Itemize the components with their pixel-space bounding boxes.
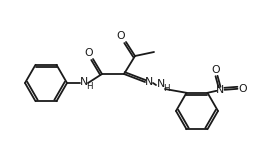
Text: O: O [85,48,93,58]
Text: N: N [145,77,153,87]
Text: O: O [238,84,247,94]
Text: H: H [163,83,169,92]
Text: O: O [117,31,125,41]
Text: N: N [216,85,225,95]
Text: N: N [80,77,88,87]
Text: H: H [86,82,92,90]
Text: N: N [157,79,165,89]
Text: O: O [211,65,220,75]
